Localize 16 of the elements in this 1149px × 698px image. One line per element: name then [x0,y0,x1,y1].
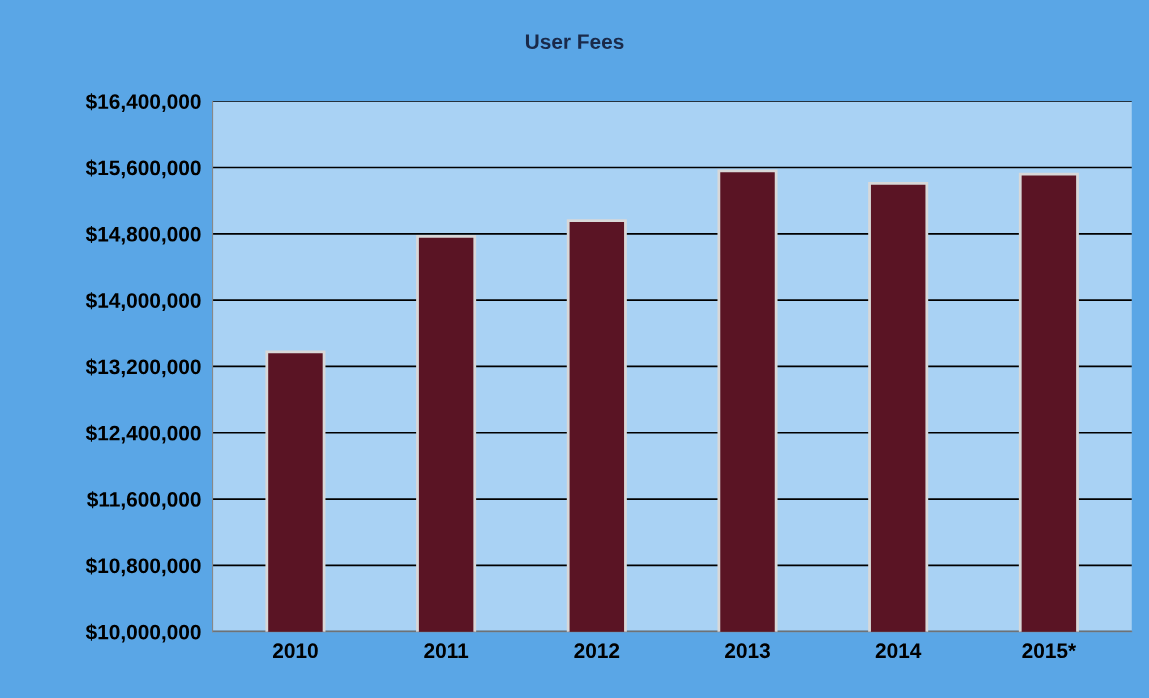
x-tick-label: 2012 [574,643,620,659]
chart-title: User Fees [525,34,624,50]
x-tick-label: 2014 [875,643,922,659]
y-tick-label: $13,200,000 [85,358,201,378]
x-tick-label: 2013 [725,643,770,659]
y-tick-label: $10,000,000 [85,623,201,643]
x-tick-label: 2015* [1022,643,1077,659]
y-tick-label: $14,000,000 [85,292,201,311]
y-tick-label: $11,600,000 [87,491,201,510]
y-tick-label: $10,800,000 [85,557,201,577]
y-tick-label: $16,400,000 [85,93,201,112]
y-tick-label: $15,600,000 [85,159,201,179]
y-tick-label: $14,800,000 [85,225,201,245]
y-tick-label: $12,400,000 [85,424,201,444]
x-tick-label: 2010 [273,643,318,659]
x-tick-label: 2011 [424,643,469,659]
